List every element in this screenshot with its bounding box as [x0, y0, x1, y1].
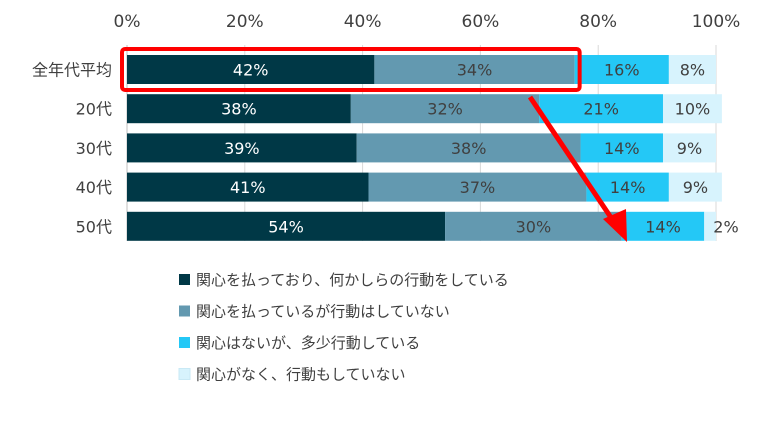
data-label: 14% — [610, 178, 646, 197]
x-tick-label: 100% — [692, 12, 741, 32]
data-label: 8% — [680, 61, 705, 80]
data-label: 42% — [233, 61, 269, 80]
category-label: 30代 — [76, 139, 112, 158]
bar-segment — [127, 172, 369, 202]
legend-swatch — [179, 337, 190, 348]
arrow-annotation — [527, 95, 621, 233]
bar-segment — [539, 94, 663, 124]
data-label: 21% — [583, 100, 619, 119]
bar-segment — [127, 211, 446, 241]
data-label: 54% — [268, 217, 304, 236]
legend: 関心を払っており、何かしらの行動をしている関心を払っているが行動はしていない関心… — [178, 271, 509, 384]
data-label: 14% — [645, 217, 681, 236]
bar-segment — [580, 133, 663, 163]
x-tick-label: 80% — [579, 12, 617, 32]
bar-segment — [586, 172, 669, 202]
bar-segment — [356, 133, 581, 163]
data-label: 37% — [460, 178, 496, 197]
data-label: 41% — [230, 178, 266, 197]
category-label: 全年代平均 — [32, 61, 112, 80]
legend-label: 関心を払っており、何かしらの行動をしている — [196, 271, 509, 289]
bar-segment — [350, 94, 540, 124]
bar-segment — [574, 55, 669, 84]
legend-label: 関心を払っているが行動はしていない — [196, 303, 450, 321]
bar-segment — [127, 55, 375, 84]
bar-segment — [368, 172, 587, 202]
x-tick-label: 40% — [344, 12, 382, 32]
data-label: 38% — [451, 139, 487, 158]
category-labels: 全年代平均 20代 30代 40代 50代 — [32, 61, 112, 237]
x-axis-ticks: 0% 20% 40% 60% 80% 100% — [114, 12, 741, 32]
data-label: 16% — [604, 61, 640, 80]
legend-label: 関心がなく、行動もしていない — [196, 366, 406, 384]
bar-segment — [662, 133, 716, 163]
x-tick-label: 0% — [114, 12, 141, 32]
data-label: 39% — [224, 139, 260, 158]
bar-segment — [127, 133, 357, 163]
bar-segment — [374, 55, 575, 84]
data-label: 10% — [675, 100, 711, 119]
bar-segment — [127, 94, 351, 124]
category-label: 20代 — [76, 100, 112, 119]
bar-segment — [668, 172, 722, 202]
legend-swatch — [178, 368, 191, 380]
legend-swatch — [179, 305, 190, 317]
bar-segment — [445, 211, 622, 241]
data-label: 9% — [677, 139, 702, 158]
data-label: 30% — [516, 217, 552, 236]
data-label: 34% — [457, 61, 493, 80]
bar-segment — [704, 211, 716, 241]
x-tick-label: 60% — [462, 12, 500, 32]
arrow-head — [603, 209, 627, 242]
category-label: 50代 — [76, 217, 112, 236]
bars: 42% 34% 16% 8% 38% 32% 21% 10% 39% 38% 14% 9% 41% 37%… — [127, 55, 739, 241]
data-label: 38% — [221, 100, 257, 119]
category-label: 40代 — [76, 178, 112, 197]
bar-segment — [662, 94, 722, 124]
data-label: 9% — [683, 178, 708, 197]
data-label: 2% — [713, 217, 738, 236]
bar-segment — [668, 55, 716, 84]
legend-swatch — [179, 274, 190, 285]
legend-label: 関心はないが、多少行動している — [196, 334, 420, 352]
highlight-box — [120, 47, 582, 92]
data-label: 32% — [427, 100, 463, 119]
x-tick-label: 20% — [226, 12, 264, 32]
annotations — [120, 47, 627, 242]
bar-segment — [621, 211, 705, 241]
data-label: 14% — [604, 139, 640, 158]
